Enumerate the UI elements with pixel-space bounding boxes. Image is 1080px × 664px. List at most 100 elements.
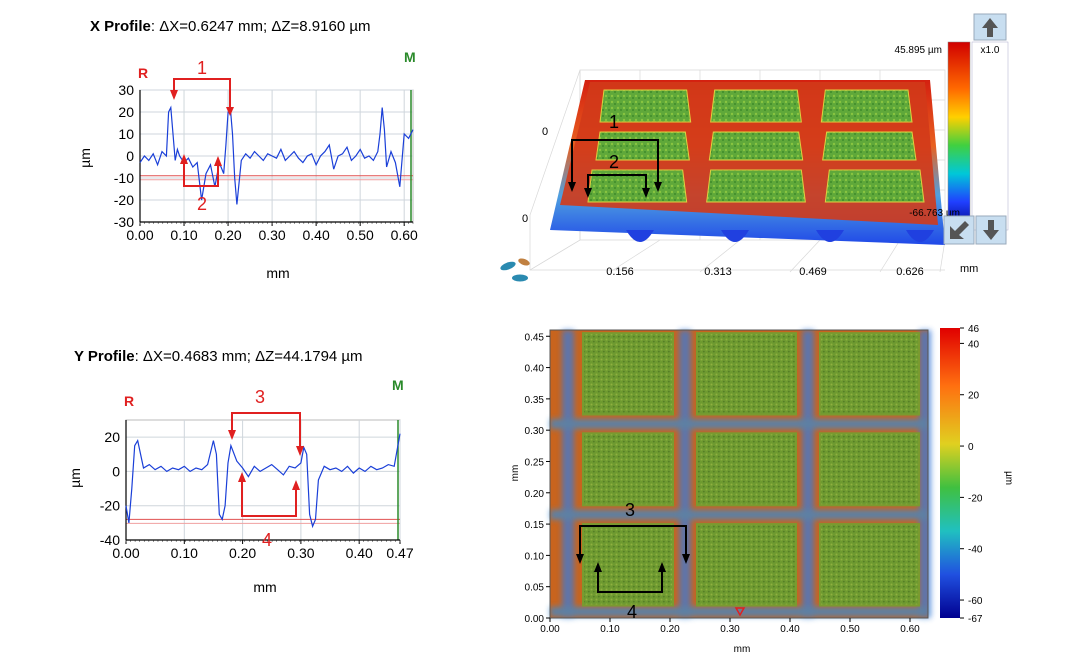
axis-zero-bottom: 0 — [522, 213, 528, 225]
arrow-diagonal-icon — [950, 221, 969, 239]
surface-3d-view[interactable]: 1 2 0 0 0.156 0.313 0.469 0.626 mm 45.895 µ… — [490, 10, 1010, 295]
rotate-up-button[interactable] — [973, 13, 1007, 41]
y-tick-label: -20 — [100, 498, 120, 514]
height-map-pad — [582, 432, 674, 507]
surface-plateau — [820, 89, 913, 123]
x-tick-label: 0.00 — [112, 545, 139, 561]
y-profile-chart: 20 0 -20 -400.00 0.10 0.20 0.30 0.40 0.47 R M µm… — [67, 377, 414, 595]
colorbar-tick-label: 46 — [968, 324, 980, 335]
y-tick-label: 0.40 — [525, 364, 545, 375]
annotation-label-3: 3 — [255, 387, 265, 407]
x-tick-label: 0.10 — [171, 545, 198, 561]
orientation-widget-icon[interactable] — [499, 257, 530, 282]
x-tick-label: 0.10 — [170, 227, 197, 243]
surface-trench — [626, 230, 654, 242]
y-axis-label: µm — [67, 468, 83, 488]
height-map-pad — [696, 332, 797, 416]
surface-plateau — [708, 131, 804, 161]
plot-area: 30 20 10 0 -10 -20 -300.00 0.10 0.20 0.30 0.40 0.50… — [114, 82, 418, 243]
y-tick-label: 0.15 — [525, 520, 545, 531]
colorbar-tick-label: 20 — [968, 391, 980, 402]
x-tick-label: 0.60 — [391, 227, 418, 243]
height-map-pad — [819, 332, 920, 416]
y-tick-label: 0.45 — [525, 332, 545, 343]
annotation-label-2: 2 — [609, 152, 619, 172]
colorbar-tick-label: -60 — [968, 596, 983, 607]
y-tick-label: 20 — [104, 429, 120, 445]
x-axis-label: mm — [734, 644, 751, 655]
rotate-down-button[interactable] — [975, 215, 1007, 245]
y-axis-label: mm — [510, 465, 521, 482]
x-axis-label: mm — [253, 579, 276, 595]
plot-area: 20 0 -20 -400.00 0.10 0.20 0.30 0.40 0.47 — [100, 419, 414, 561]
y-tick-label: 0 — [126, 148, 134, 164]
annotation-bracket-2 — [584, 174, 650, 198]
rotate-left-button[interactable] — [943, 215, 975, 245]
y-tick-label: -30 — [114, 214, 134, 230]
colorbar-tick-label: -40 — [968, 545, 983, 556]
colorbar-max: 45.895 µm — [895, 45, 942, 56]
surface-plateau — [599, 89, 692, 123]
x-tick-label: 0.626 — [896, 266, 924, 278]
height-map-pad — [696, 523, 797, 607]
x-profile-title: X Profile: ΔX=0.6247 mm; ΔZ=8.9160 µm — [90, 18, 371, 35]
colorbar-tick-label: 0 — [968, 442, 974, 453]
x-tick-label: 0.50 — [840, 624, 860, 635]
x-tick-label: 0.30 — [287, 545, 314, 561]
surface-trench — [721, 230, 749, 242]
surface-plateau — [822, 131, 917, 161]
surface-plateau — [706, 169, 806, 203]
x-tick-label: 0.40 — [780, 624, 800, 635]
y-tick-label: 0.35 — [525, 395, 545, 406]
y-tick-label: 0.05 — [525, 583, 545, 594]
zoom-level: x1.0 — [981, 45, 1000, 56]
colorbar-tick-label: -67 — [968, 614, 983, 625]
x-tick-label: 0.469 — [799, 266, 827, 278]
x-axis-label: mm — [266, 265, 289, 281]
y-tick-label: 30 — [118, 82, 134, 98]
x-tick-label: 0.10 — [600, 624, 620, 635]
x-tick-label: 0.60 — [900, 624, 920, 635]
x-tick-label: 0.00 — [540, 624, 560, 635]
annotation-bracket-2 — [180, 154, 222, 187]
y-tick-label: 0.30 — [525, 426, 545, 437]
x-tick-label: 0.50 — [347, 227, 374, 243]
annotation-label-4: 4 — [262, 530, 272, 550]
colorbar-tick-label: -20 — [968, 493, 983, 504]
surface-plateau — [824, 169, 925, 203]
annotation-label-3: 3 — [625, 500, 635, 520]
r-marker: R — [138, 65, 148, 81]
y-tick-label: -10 — [114, 170, 134, 186]
y-tick-label: 0.00 — [525, 614, 545, 625]
annotation-label-4: 4 — [627, 602, 637, 622]
surface-plateau — [710, 89, 802, 123]
y-tick-label: 0.20 — [525, 489, 545, 500]
height-map-pad — [582, 523, 674, 607]
m-marker: M — [404, 49, 416, 65]
r-marker: R — [124, 393, 134, 409]
colorbar-2d — [940, 328, 960, 618]
profile-series-line — [125, 433, 401, 529]
height-map-pad — [696, 432, 797, 507]
colorbar-3d — [947, 41, 971, 231]
x-profile-chart: 30 20 10 0 -10 -20 -300.00 0.10 0.20 0.30 0.40 0.50… — [77, 49, 418, 281]
annotation-bracket-4 — [594, 562, 666, 593]
x-tick-label: 0.20 — [214, 227, 241, 243]
arrow-down-icon — [983, 220, 999, 240]
y-axis-label: µm — [77, 148, 93, 168]
m-marker: M — [392, 377, 404, 393]
x-tick-label: 0.20 — [660, 624, 680, 635]
annotation-label-2: 2 — [197, 194, 207, 214]
x-tick-label: 0.313 — [704, 266, 732, 278]
surface-trench — [906, 230, 934, 242]
x-tick-label: 0.00 — [126, 227, 153, 243]
annotation-bracket-1 — [568, 139, 662, 192]
x-tick-label: 0.47 — [386, 545, 413, 561]
annotation-bracket-4 — [238, 472, 300, 517]
x-unit: mm — [960, 263, 978, 275]
y-tick-label: 20 — [118, 104, 134, 120]
annotation-label-1: 1 — [197, 58, 207, 78]
profile-series-line — [139, 105, 414, 205]
x-tick-label: 0.156 — [606, 266, 634, 278]
arrow-up-icon — [982, 18, 998, 37]
